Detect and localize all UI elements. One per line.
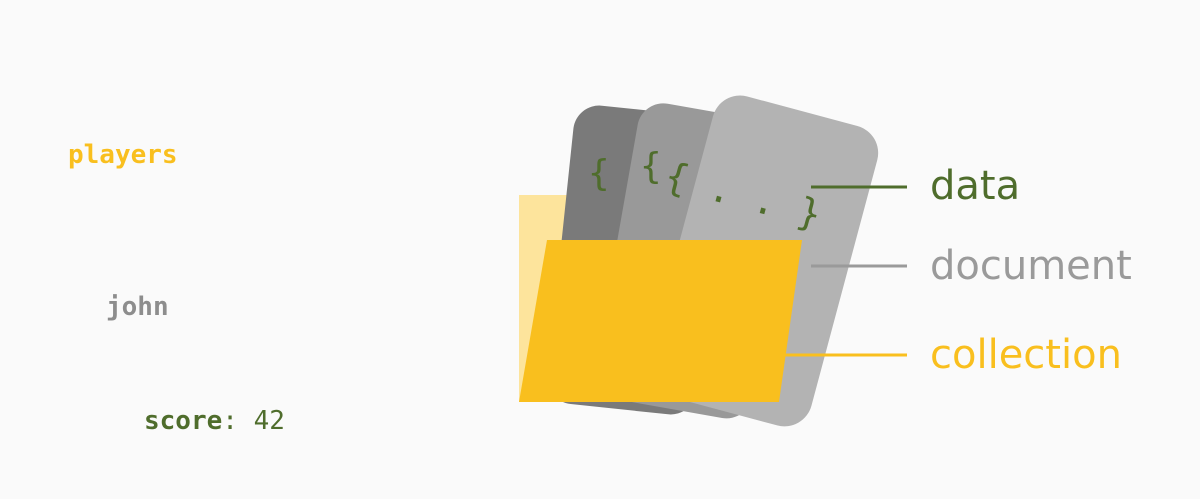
- document-card-back-brace: {: [588, 153, 610, 194]
- folder-front: [519, 240, 802, 402]
- field-colon: :: [222, 406, 254, 436]
- field-value: 42: [253, 406, 285, 436]
- label-collection: collection: [930, 332, 1122, 378]
- document-card-middle-brace: {: [640, 146, 662, 187]
- collection-name: players: [68, 140, 178, 170]
- code-listing: players john score: 42 leslie score: 78 …: [68, 60, 363, 499]
- label-data: data: [930, 163, 1021, 209]
- document-name-john: john: [106, 292, 169, 322]
- field-line: score: 42: [68, 402, 363, 440]
- field-key: score: [144, 406, 223, 436]
- label-document: document: [930, 243, 1132, 289]
